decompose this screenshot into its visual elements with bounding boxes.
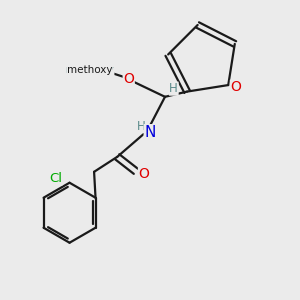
Text: methoxy: methoxy (65, 64, 114, 74)
Text: H: H (137, 119, 146, 133)
Text: methoxy: methoxy (67, 64, 112, 74)
Text: H: H (169, 82, 178, 95)
Text: O: O (139, 167, 149, 181)
Text: O: O (123, 71, 134, 85)
Text: O: O (230, 80, 241, 94)
Text: Cl: Cl (49, 172, 62, 185)
Text: N: N (144, 125, 156, 140)
